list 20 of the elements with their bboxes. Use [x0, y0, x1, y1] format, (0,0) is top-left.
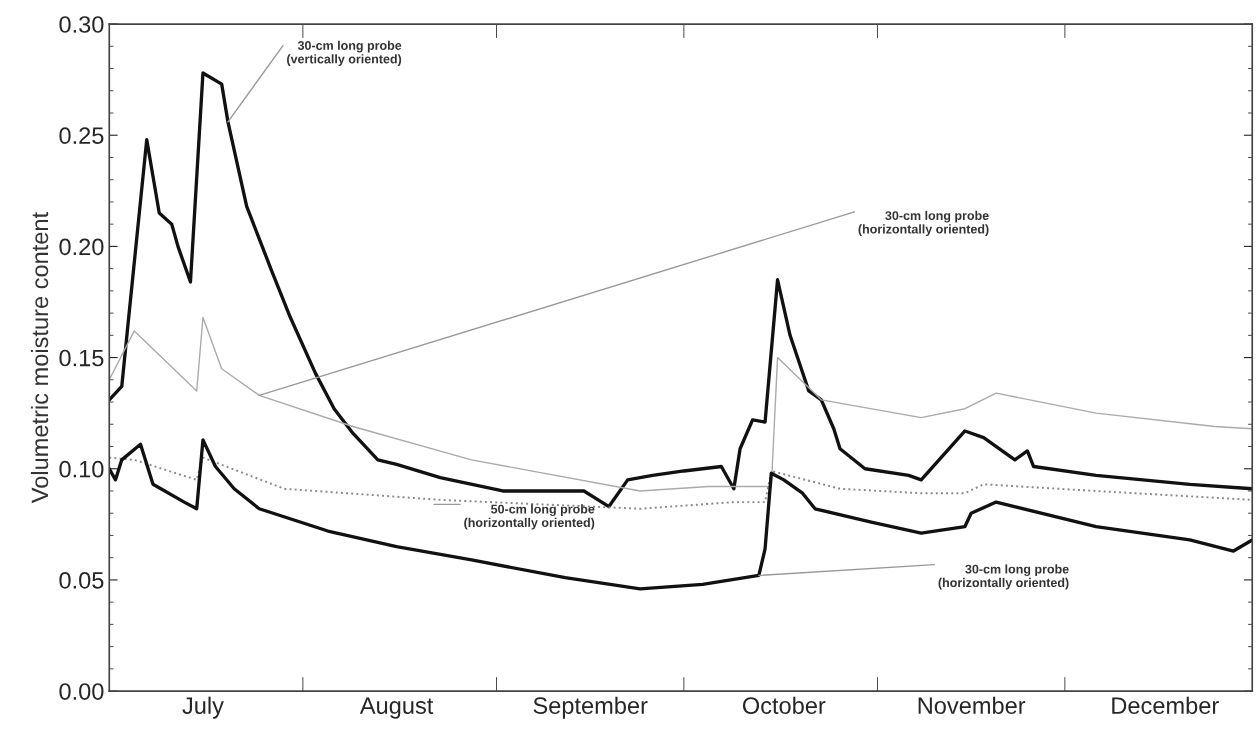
x-tick-label: October: [742, 696, 826, 714]
y-tick-label: 0.10: [59, 460, 104, 478]
x-tick-label: July: [182, 696, 224, 719]
y-tick-label: 0.00: [59, 683, 104, 700]
x-tick-label: September: [533, 696, 648, 719]
annotation: 30-cm long probe (horizontally oriented): [858, 210, 989, 236]
x-tick-label: November: [918, 696, 1026, 714]
annotation: 50-cm long probe (horizontally oriented): [464, 504, 595, 530]
y-tick-label: 0.30: [59, 16, 104, 33]
x-tick-label: August: [359, 697, 434, 719]
annotation: 30-cm long probe (vertically oriented): [287, 40, 402, 66]
line-series: [109, 438, 1253, 591]
y-tick-label: 0.05: [59, 571, 104, 589]
y-axis-title: Volumetric moisture content: [30, 212, 49, 504]
y-tick-label: 0.25: [59, 127, 104, 145]
line-series: [109, 316, 1253, 492]
x-tick-label: December: [1112, 696, 1219, 714]
y-tick-label: 0.20: [59, 238, 104, 256]
annotation: 30-cm long probe (horizontally oriented): [938, 564, 1069, 590]
y-tick-label: 0.15: [59, 349, 104, 367]
